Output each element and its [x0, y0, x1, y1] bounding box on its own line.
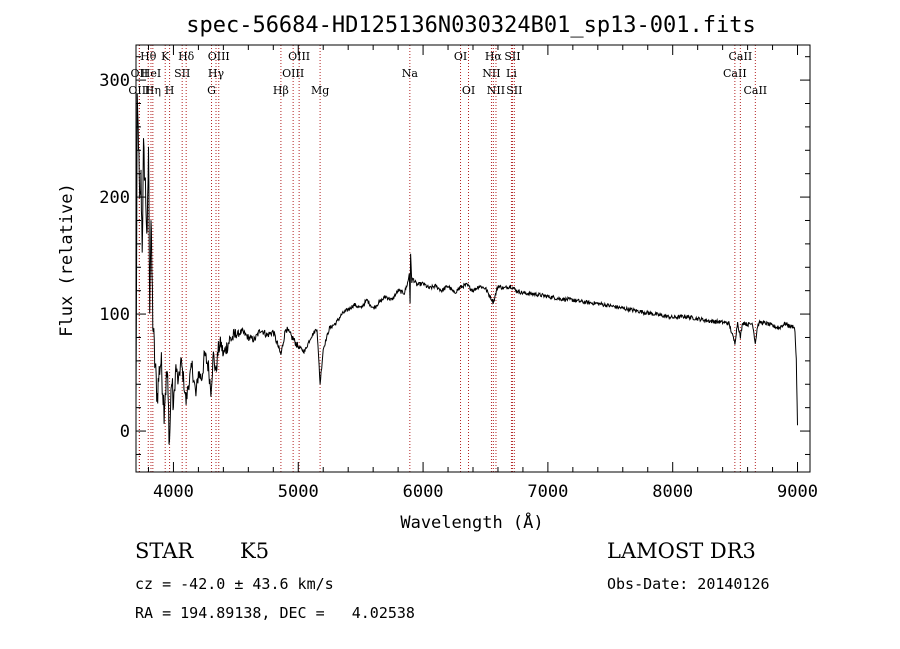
- object-subclass: K5: [240, 539, 270, 563]
- spectral-line-label: Mg: [311, 84, 329, 97]
- spectral-line-label: NII: [487, 84, 505, 97]
- spectral-line-label: H: [165, 84, 175, 97]
- spectral-line-label: Hα: [485, 50, 503, 63]
- spectral-line-label: OIII: [288, 50, 310, 63]
- spectral-line-markers: [138, 45, 756, 472]
- spectral-line-label: SII: [504, 50, 520, 63]
- spectral-line-label: Li: [506, 67, 517, 80]
- redshift-value: cz = -42.0 ± 43.6 km/s: [135, 575, 334, 593]
- spectral-line-label: Na: [402, 67, 419, 80]
- spectral-line-label: CaII: [743, 84, 767, 97]
- x-tick-label: 6000: [403, 482, 444, 502]
- spectral-line-label: K: [161, 50, 170, 63]
- spectral-line-label: Hγ: [208, 67, 225, 80]
- spectral-line-label: Hδ: [178, 50, 195, 63]
- spectral-line-label: G: [207, 84, 216, 97]
- spectral-line-label: CaII: [729, 50, 753, 63]
- sky-coordinates: RA = 194.89138, DEC = 4.02538: [135, 604, 415, 622]
- x-tick-label: 8000: [652, 482, 693, 502]
- y-tick-label: 300: [99, 71, 130, 91]
- spectral-line-label: OI: [454, 50, 467, 63]
- spectral-line-label: OIII: [128, 84, 150, 97]
- survey-name: LAMOST DR3: [607, 539, 756, 563]
- spectral-line-label: Hθ: [140, 50, 157, 63]
- x-tick-label: 5000: [278, 482, 319, 502]
- y-tick-label: 200: [99, 188, 130, 208]
- y-axis-title: Flux (relative): [57, 183, 77, 337]
- x-tick-label: 9000: [777, 482, 818, 502]
- y-axis-ticks: 0 100 200 300: [99, 56, 810, 455]
- observation-date: Obs-Date: 20140126: [607, 575, 770, 593]
- x-axis-ticks: 4000 5000 6000 7000 8000 9000: [147, 45, 818, 502]
- plot-frame: [135, 44, 811, 473]
- spectral-line-label: SII: [506, 84, 522, 97]
- object-class: STAR: [135, 539, 194, 563]
- chart-title: spec-56684-HD125136N030324B01_sp13-001.f…: [186, 13, 756, 38]
- y-tick-label: 0: [120, 422, 130, 442]
- flux-series-line: [135, 93, 798, 445]
- spectral-line-label: OIII: [282, 67, 304, 80]
- spectral-line-label: HeI: [141, 67, 161, 80]
- x-tick-label: 7000: [527, 482, 568, 502]
- spectral-line-label: SII: [174, 67, 190, 80]
- spectral-line-label: CaII: [723, 67, 747, 80]
- spectral-line-label: OIII: [208, 50, 230, 63]
- spectral-line-label: OI: [462, 84, 475, 97]
- x-tick-label: 4000: [153, 482, 194, 502]
- spectral-line-label: Hη: [145, 84, 161, 97]
- spectral-line-labels: Hθ OII OIII HeI Hη K SII H Hδ OIII Hγ G OIII OIII Hβ Mg…: [128, 50, 767, 97]
- x-axis-title: Wavelength (Å): [400, 511, 543, 533]
- spectral-line-label: Hβ: [273, 84, 289, 97]
- y-tick-label: 100: [99, 305, 130, 325]
- spectral-line-label: NII: [482, 67, 500, 80]
- spectral-line-label: OII: [131, 67, 149, 80]
